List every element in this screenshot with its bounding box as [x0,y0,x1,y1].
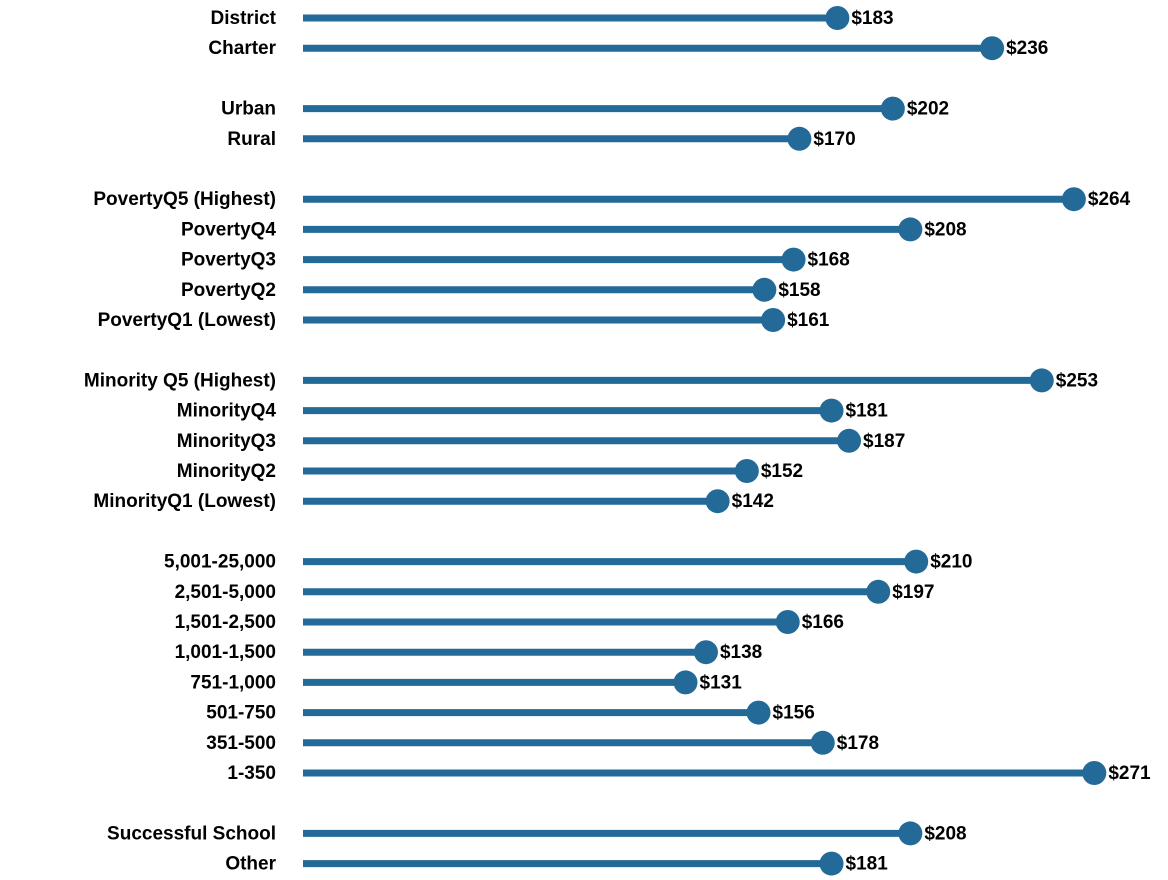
dot [673,670,698,695]
category-label: 1,001-1,500 [175,642,276,663]
dot [904,549,929,574]
dot [746,700,771,725]
dot [787,126,812,151]
value-label: $197 [892,582,934,603]
dot [825,6,850,30]
value-label: $142 [732,491,774,512]
dot [1029,368,1054,393]
category-label: MinorityQ2 [177,461,276,482]
category-label: 1,501-2,500 [175,612,276,633]
category-label: PovertyQ2 [181,280,276,301]
dot [693,640,718,665]
value-label: $181 [846,854,889,875]
value-label: $208 [924,823,966,844]
category-label: 1-350 [227,763,276,784]
category-label: 351-500 [206,733,276,754]
dot [980,36,1005,61]
value-label: $156 [773,703,815,724]
value-label: $166 [802,612,844,633]
value-label: $271 [1108,763,1151,784]
dot [734,459,759,483]
value-label: $187 [863,431,905,452]
category-label: 751-1,000 [190,672,276,693]
category-label: 501-750 [206,703,276,724]
category-label: Other [225,854,276,875]
category-label: District [211,8,277,29]
dot [819,851,844,876]
category-label: Minority Q5 (Highest) [84,370,276,391]
category-label: MinorityQ3 [177,431,276,452]
category-label: 5,001-25,000 [164,552,276,573]
dot [775,610,800,634]
dot [705,489,730,514]
value-label: $131 [700,672,743,693]
category-label: Urban [221,99,276,120]
value-label: $161 [787,310,830,331]
category-label: MinorityQ1 (Lowest) [93,491,276,512]
value-label: $170 [813,129,855,150]
category-label: MinorityQ4 [177,401,277,422]
dot [880,96,905,121]
category-label: PovertyQ3 [181,250,276,271]
category-label: Rural [227,129,276,150]
category-label: PovertyQ4 [181,219,276,240]
dot [781,247,806,272]
value-label: $178 [837,733,879,754]
category-label: 2,501-5,000 [175,582,276,603]
dot [866,579,891,604]
value-label: $264 [1088,189,1131,210]
value-label: $183 [851,8,893,29]
category-label: PovertyQ5 (Highest) [93,189,276,210]
dot [1061,187,1086,212]
value-label: $158 [778,280,820,301]
category-label: Successful School [107,823,276,844]
dot [761,308,786,332]
value-label: $202 [907,99,949,120]
dot [752,277,777,302]
category-label: Charter [208,38,276,59]
value-label: $152 [761,461,803,482]
value-label: $253 [1056,370,1098,391]
category-label: PovertyQ1 (Lowest) [98,310,276,331]
dot [898,821,923,846]
value-label: $138 [720,642,762,663]
value-label: $168 [808,250,850,271]
value-label: $181 [846,401,889,422]
dot [1082,761,1107,785]
value-label: $236 [1006,38,1048,59]
value-label: $210 [930,552,972,573]
value-label: $208 [924,219,966,240]
dot [819,398,844,423]
dot [810,730,835,755]
dot [898,217,923,242]
dot [837,428,862,453]
